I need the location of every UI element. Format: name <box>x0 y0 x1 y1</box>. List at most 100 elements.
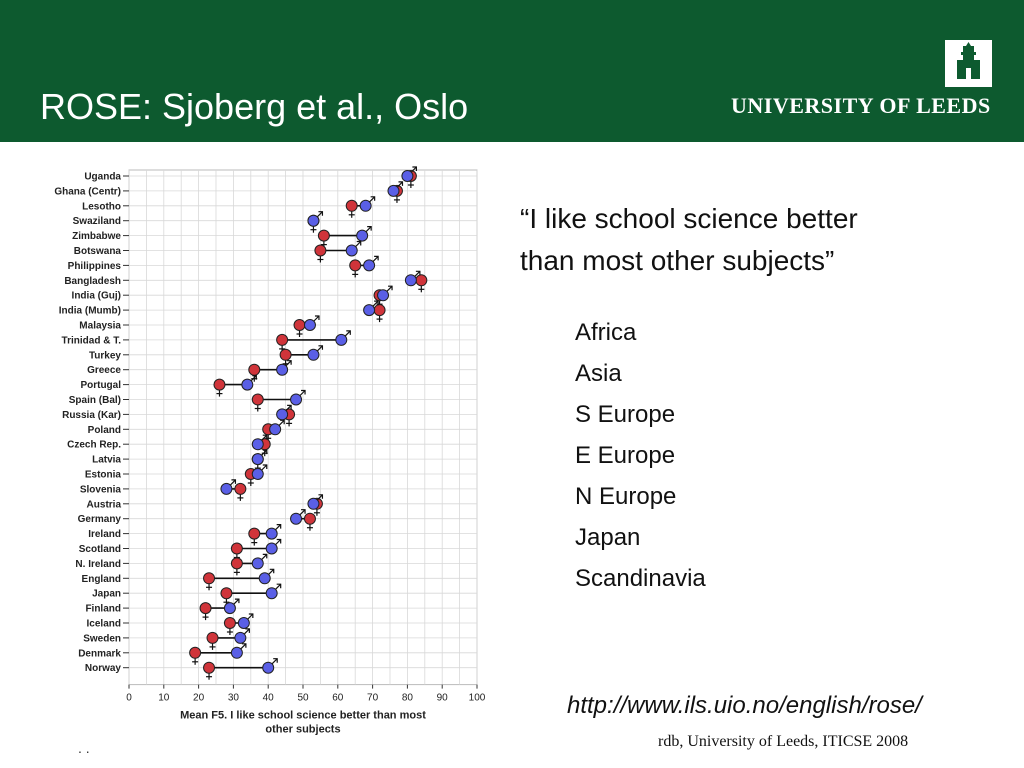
male-point <box>363 304 376 317</box>
region-list: Africa Asia S Europe E Europe N Europe J… <box>575 312 706 599</box>
male-symbol-head <box>276 524 282 529</box>
male-point <box>363 259 376 272</box>
y-category-label: Austria <box>87 499 122 510</box>
male-point <box>258 572 271 585</box>
x-tick-label: 60 <box>332 693 344 704</box>
x-tick-label: 100 <box>469 693 486 704</box>
female-point <box>248 527 261 540</box>
female-point <box>279 348 292 361</box>
male-symbol-head <box>262 464 268 469</box>
male-symbol-head <box>276 583 282 589</box>
male-point <box>359 199 372 212</box>
y-category-label: India (Guj) <box>72 291 121 302</box>
x-tick-label: 70 <box>367 693 379 704</box>
male-point <box>265 587 278 600</box>
x-tick-label: 10 <box>158 693 170 704</box>
y-category-label: Norway <box>85 663 122 674</box>
male-point <box>307 214 320 227</box>
female-point <box>303 512 316 525</box>
male-point <box>290 512 303 525</box>
y-category-label: Estonia <box>85 470 122 481</box>
female-point <box>213 378 226 391</box>
y-category-label: Poland <box>88 425 121 436</box>
male-symbol-head <box>287 404 292 410</box>
corner-mark: . . <box>78 740 90 756</box>
female-point <box>206 631 219 644</box>
y-category-label: Denmark <box>78 648 121 659</box>
female-point <box>314 244 327 257</box>
male-point <box>387 184 400 197</box>
x-tick-label: 40 <box>263 693 275 704</box>
y-category-label: Turkey <box>89 350 121 361</box>
female-point <box>276 333 289 346</box>
female-point <box>293 319 306 331</box>
region-item: Scandinavia <box>575 565 706 592</box>
quote: “I like school science better than most … <box>520 198 960 282</box>
male-point <box>269 423 282 436</box>
y-category-label: Ghana (Centr) <box>54 186 121 197</box>
male-point <box>307 348 320 361</box>
footer-credit: rdb, University of Leeds, ITICSE 2008 <box>658 733 909 750</box>
y-category-label: Spain (Bal) <box>69 395 121 406</box>
x-tick-label: 30 <box>228 693 240 704</box>
male-point <box>345 244 358 257</box>
male-symbol-head <box>367 225 372 231</box>
male-point <box>303 319 316 331</box>
slide-title: ROSE: Sjoberg et al., Oslo <box>40 86 469 127</box>
male-symbol-head <box>318 345 324 350</box>
male-point <box>265 542 278 555</box>
male-point <box>404 274 417 287</box>
male-symbol-head <box>287 360 292 365</box>
y-category-label: England <box>82 574 121 585</box>
male-point <box>241 378 254 391</box>
male-point <box>401 170 414 182</box>
male-symbol-head <box>388 285 393 291</box>
male-symbol-head <box>301 509 306 514</box>
y-category-label: Portugal <box>80 380 121 391</box>
quote-line-2: than most other subjects” <box>520 245 835 276</box>
female-point <box>317 229 330 242</box>
male-symbol-head <box>314 315 320 320</box>
male-point <box>276 408 289 421</box>
male-symbol-head <box>231 479 237 484</box>
source-url[interactable]: http://www.ils.uio.no/english/rose/ <box>567 692 922 719</box>
region-item: Africa <box>575 319 637 346</box>
male-symbol-head <box>248 613 254 618</box>
female-point <box>373 304 386 317</box>
region-item: N Europe <box>575 483 677 510</box>
female-point <box>251 393 264 406</box>
male-point <box>335 333 348 346</box>
y-category-label: Japan <box>92 589 121 600</box>
female-point <box>230 557 243 570</box>
male-point <box>265 527 278 540</box>
x-axis-label: other subjects <box>265 724 340 736</box>
y-category-label: Swaziland <box>73 216 121 227</box>
male-symbol-head <box>370 196 376 201</box>
y-category-label: India (Mumb) <box>59 306 121 317</box>
male-point <box>230 646 243 659</box>
y-category-label: Bangladesh <box>64 276 121 287</box>
male-symbol-head <box>318 211 324 216</box>
female-point <box>230 542 243 555</box>
female-point <box>234 482 247 495</box>
male-symbol-head <box>262 449 268 455</box>
male-point <box>262 661 275 674</box>
male-symbol-head <box>241 643 247 648</box>
male-point <box>237 617 250 629</box>
x-tick-label: 20 <box>193 693 205 704</box>
female-point <box>223 617 236 629</box>
male-symbol-head <box>280 419 285 425</box>
university-logo <box>945 40 992 87</box>
male-symbol-head <box>412 166 417 171</box>
male-point <box>290 393 303 406</box>
y-category-label: Iceland <box>87 619 121 630</box>
y-category-label: Germany <box>78 514 122 525</box>
male-point <box>223 602 236 615</box>
x-tick-label: 80 <box>402 693 414 704</box>
y-category-label: Russia (Kar) <box>62 410 121 421</box>
male-symbol-head <box>262 434 268 440</box>
male-symbol-head <box>276 538 282 544</box>
university-name: UNIVERSITY OF LEEDS <box>731 93 991 118</box>
female-point <box>345 199 358 212</box>
male-point <box>234 631 247 644</box>
